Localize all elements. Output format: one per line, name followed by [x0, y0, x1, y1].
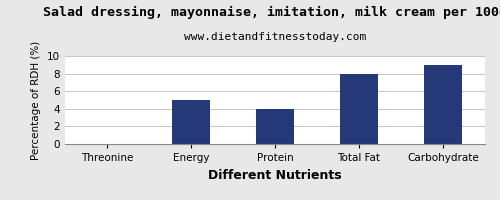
X-axis label: Different Nutrients: Different Nutrients — [208, 169, 342, 182]
Text: Salad dressing, mayonnaise, imitation, milk cream per 100g: Salad dressing, mayonnaise, imitation, m… — [43, 6, 500, 19]
Bar — [424, 65, 462, 144]
Y-axis label: Percentage of RDH (%): Percentage of RDH (%) — [32, 40, 42, 160]
Bar — [256, 109, 294, 144]
Bar — [340, 74, 378, 144]
Text: www.dietandfitnesstoday.com: www.dietandfitnesstoday.com — [184, 32, 366, 42]
Bar — [172, 100, 210, 144]
